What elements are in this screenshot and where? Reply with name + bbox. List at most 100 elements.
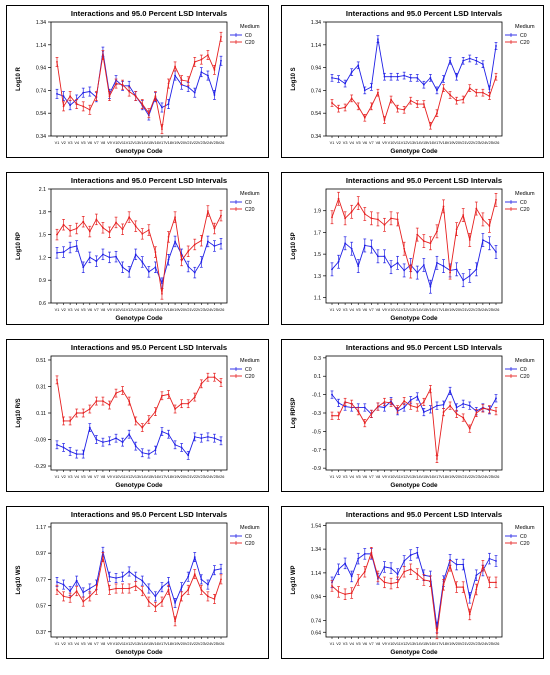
data-point — [69, 450, 72, 453]
data-point — [436, 230, 438, 233]
x-axis-label: Genotype Code — [390, 649, 438, 656]
x-tick-label: V11 — [119, 475, 125, 479]
x-tick-label: V16 — [427, 141, 434, 145]
x-tick-label: V20 — [453, 308, 460, 312]
data-point — [121, 575, 124, 578]
data-point — [455, 75, 458, 78]
series-line-c20 — [56, 556, 222, 622]
data-point — [161, 586, 163, 589]
x-tick-label: V1 — [55, 642, 60, 646]
data-point — [462, 416, 465, 419]
data-point — [396, 408, 399, 411]
data-point — [220, 59, 222, 62]
y-tick-label: 1.3 — [314, 274, 321, 280]
x-tick-label: V18 — [165, 642, 172, 646]
data-point — [69, 229, 72, 232]
data-point — [403, 400, 406, 402]
data-point — [213, 569, 216, 572]
data-point — [481, 239, 484, 241]
legend-title: Medium — [515, 358, 535, 364]
data-point — [128, 587, 131, 590]
data-point — [220, 242, 222, 245]
data-point — [82, 220, 85, 223]
x-tick-label: V4 — [349, 308, 354, 312]
data-point — [390, 98, 392, 101]
data-point — [475, 268, 478, 271]
x-tick-label: V5 — [356, 642, 361, 646]
data-point — [422, 83, 425, 86]
x-tick-label: V4 — [349, 475, 354, 479]
data-point — [344, 405, 347, 408]
data-point — [429, 242, 432, 245]
x-axis-label: Genotype Code — [115, 315, 163, 322]
x-tick-label: V25 — [211, 475, 218, 479]
x-tick-label: V5 — [81, 475, 86, 479]
data-point — [141, 451, 144, 454]
legend-label: C20 — [245, 541, 255, 547]
series-line-c0 — [331, 552, 497, 628]
x-tick-label: V5 — [81, 642, 86, 646]
series-line-c20 — [331, 76, 497, 127]
y-tick-label: 0.64 — [311, 630, 321, 636]
data-point — [75, 103, 78, 105]
data-point — [350, 71, 353, 74]
data-point — [174, 602, 176, 604]
data-point — [56, 233, 58, 236]
x-tick-label: V22 — [191, 308, 198, 312]
chart-svg: Interactions and 95.0 Percent LSD Interv… — [291, 176, 535, 322]
y-tick-label: 0.1 — [314, 374, 321, 380]
data-point — [409, 99, 412, 102]
data-point — [416, 573, 419, 575]
data-point — [121, 228, 124, 231]
data-point — [147, 453, 150, 455]
x-tick-label: V15 — [145, 475, 152, 479]
data-point — [88, 108, 91, 111]
x-tick-label: V5 — [356, 141, 361, 145]
x-tick-label: V20 — [453, 475, 460, 479]
chart-title: Interactions and 95.0 Percent LSD Interv… — [71, 343, 227, 352]
data-point — [416, 76, 419, 79]
data-point — [147, 587, 150, 590]
data-point — [331, 393, 333, 396]
data-point — [495, 45, 497, 47]
data-point — [383, 401, 386, 403]
data-point — [95, 588, 98, 591]
x-tick-label: V14 — [139, 308, 146, 312]
data-point — [147, 229, 150, 231]
data-point — [174, 620, 176, 623]
data-point — [481, 218, 484, 221]
data-point — [88, 587, 91, 590]
series-line-c0 — [331, 39, 497, 92]
data-point — [403, 247, 406, 250]
legend-label: C0 — [245, 200, 252, 206]
data-point — [377, 255, 379, 258]
data-point — [206, 74, 209, 77]
x-tick-label: V24 — [204, 141, 211, 145]
x-tick-label: V16 — [152, 141, 159, 145]
data-point — [108, 256, 111, 259]
data-point — [337, 590, 340, 593]
data-point — [488, 95, 491, 97]
x-tick-label: V25 — [486, 308, 493, 312]
x-tick-label: V17 — [159, 141, 166, 145]
x-tick-label: V19 — [172, 141, 179, 145]
x-tick-label: V14 — [414, 475, 421, 479]
data-point — [390, 567, 392, 570]
data-point — [141, 261, 144, 263]
data-point — [442, 265, 445, 267]
x-tick-label: V5 — [356, 475, 361, 479]
y-tick-label: -0.29 — [34, 464, 46, 470]
chart-panel: Interactions and 95.0 Percent LSD Interv… — [281, 339, 544, 492]
x-tick-label: V15 — [145, 308, 152, 312]
x-tick-label: V8 — [376, 308, 381, 312]
data-point — [337, 260, 340, 263]
data-point — [396, 581, 399, 584]
x-tick-label: V2 — [61, 642, 66, 646]
x-tick-label: V19 — [172, 308, 179, 312]
y-tick-label: -0.7 — [312, 448, 321, 454]
x-tick-label: V7 — [369, 308, 374, 312]
data-point — [350, 575, 353, 578]
x-tick-label: V3 — [343, 475, 348, 479]
data-point — [468, 57, 471, 60]
x-axis-label: Genotype Code — [390, 148, 438, 155]
